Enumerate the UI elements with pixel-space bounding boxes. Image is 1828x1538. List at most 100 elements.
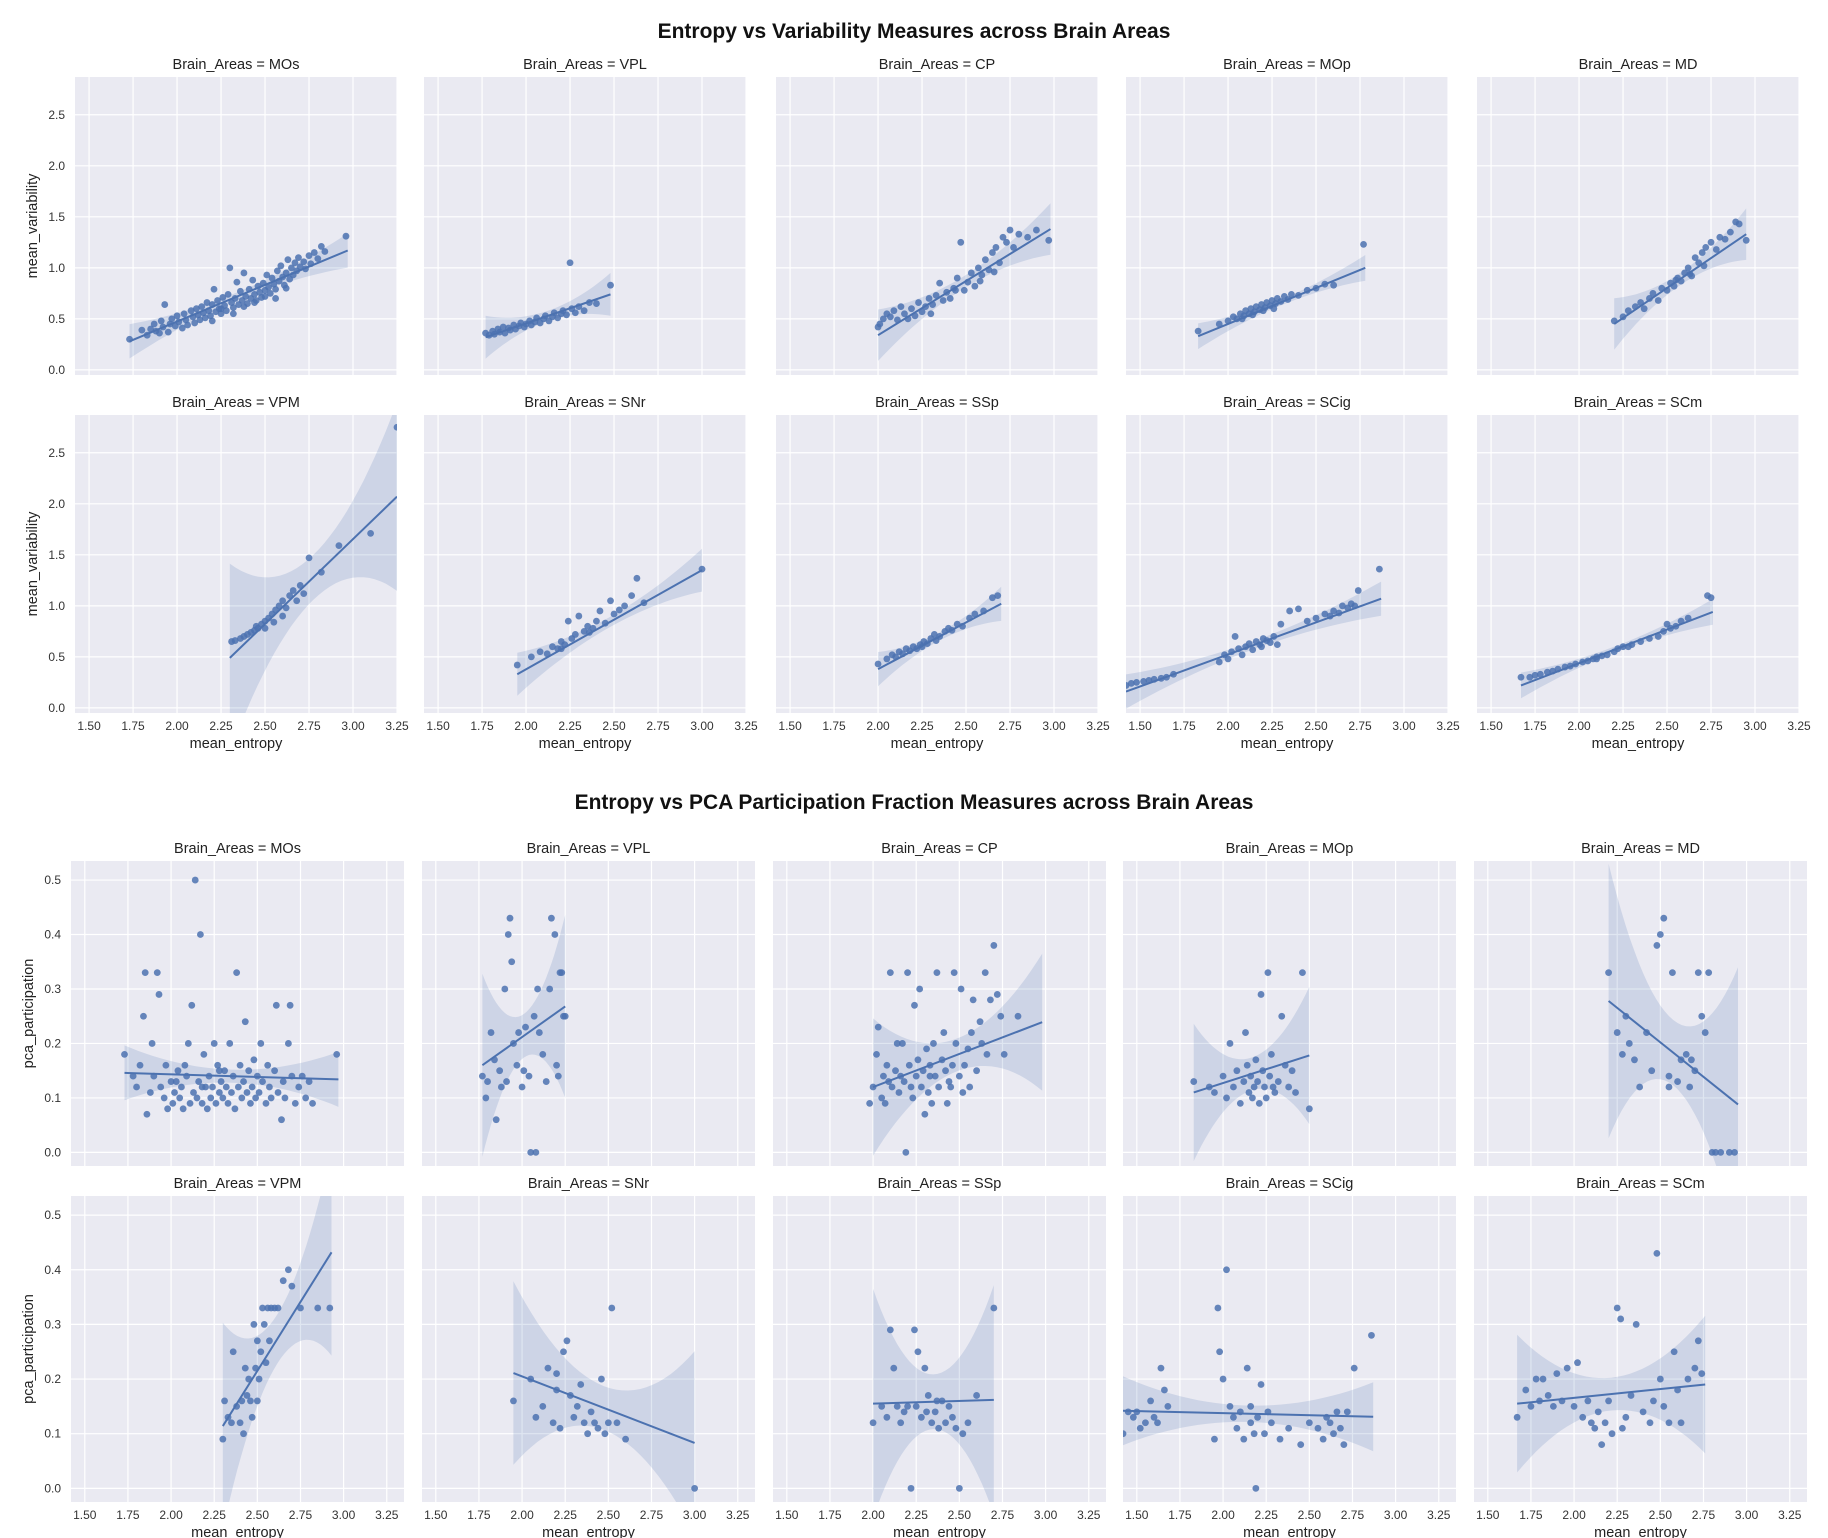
y-axis-label: mean_variability: [25, 511, 41, 617]
data-point: [121, 1050, 128, 1058]
x-tick-label: 3.00: [1735, 1508, 1759, 1522]
data-point: [1707, 238, 1715, 246]
data-point: [1598, 1441, 1606, 1449]
data-point: [178, 324, 186, 332]
data-point: [928, 1419, 936, 1427]
data-point: [1247, 1402, 1255, 1410]
data-point: [248, 1413, 256, 1421]
x-tick-label: 3.25: [1086, 719, 1110, 733]
data-point: [520, 1067, 528, 1075]
x-tick-label: 2.25: [1611, 719, 1635, 733]
panel-marks: [874, 586, 1002, 687]
panel-title: Brain_Areas = SCm: [1574, 395, 1703, 411]
plot-background: [71, 861, 404, 1166]
plot-background: [1123, 861, 1456, 1166]
data-point: [931, 1408, 939, 1416]
x-tick-label: 2.25: [554, 1508, 578, 1522]
data-point: [310, 249, 318, 256]
data-point: [1319, 1435, 1327, 1443]
data-point: [1226, 1040, 1234, 1047]
data-point: [1591, 1424, 1599, 1432]
facet-panel: Brain_Areas = MD: [1477, 57, 1800, 375]
data-point: [542, 1078, 550, 1085]
data-point: [197, 931, 204, 938]
facet-panel: Brain_Areas = VPM 0.0 0.5 1.0 1.5 2.0 2.5 mean_…: [25, 395, 409, 752]
panel-title: Brain_Areas = VPM: [172, 395, 300, 411]
data-point: [935, 1424, 943, 1432]
plot-background: [1474, 1196, 1807, 1502]
data-point: [1368, 1331, 1375, 1339]
x-tick-label: 1.75: [467, 1508, 491, 1522]
data-point: [1242, 1029, 1249, 1036]
panel-marks: [1123, 1266, 1375, 1492]
data-point: [266, 1337, 273, 1345]
data-point: [153, 969, 161, 977]
x-axis-label: mean_entropy: [190, 736, 283, 752]
data-point: [267, 1094, 275, 1102]
panel-marks: [1605, 863, 1739, 1166]
data-point: [561, 1012, 569, 1020]
data-point: [1314, 1424, 1322, 1432]
data-point: [1224, 655, 1232, 663]
data-point: [907, 1083, 915, 1091]
data-point: [1670, 1348, 1678, 1356]
data-point: [983, 1050, 991, 1058]
data-point: [613, 1419, 621, 1427]
data-point: [549, 1419, 557, 1427]
x-tick-label: 1.50: [778, 719, 802, 733]
x-tick-label: 2.50: [1649, 1508, 1673, 1522]
plot-background: [422, 1196, 755, 1502]
data-point: [1570, 1402, 1578, 1410]
data-point: [1622, 1413, 1630, 1421]
data-point: [992, 244, 1000, 251]
data-point: [1295, 605, 1302, 613]
data-point: [1531, 671, 1539, 679]
data-point: [1517, 673, 1525, 681]
x-tick-label: 1.50: [424, 1508, 448, 1522]
data-point: [208, 317, 216, 325]
data-point: [1219, 1072, 1227, 1080]
data-point: [157, 1083, 165, 1091]
data-point: [993, 991, 1001, 998]
data-point: [1010, 244, 1017, 251]
data-point: [150, 320, 158, 328]
data-point: [1261, 1430, 1268, 1438]
x-tick-label: 1.75: [822, 719, 846, 733]
data-point: [1271, 1089, 1279, 1096]
data-point: [262, 1099, 270, 1107]
x-tick-label: 2.75: [640, 1508, 664, 1522]
data-point: [976, 1018, 984, 1026]
y-tick-label: 0.0: [48, 701, 65, 715]
x-tick-label: 1.75: [818, 1508, 842, 1522]
panel-title: Brain_Areas = SSp: [875, 395, 999, 411]
data-point: [1694, 969, 1702, 977]
data-point: [1262, 1094, 1270, 1102]
data-point: [901, 310, 908, 318]
data-point: [289, 587, 297, 594]
data-point: [217, 310, 225, 318]
data-point: [1142, 1419, 1149, 1427]
x-tick-label: 1.75: [116, 1508, 140, 1522]
x-tick-label: 2.50: [1655, 719, 1679, 733]
data-point: [228, 1419, 235, 1427]
data-point: [513, 661, 521, 669]
data-point: [503, 1078, 510, 1085]
data-point: [281, 1094, 289, 1102]
data-point: [226, 264, 234, 272]
data-point: [184, 1040, 192, 1047]
data-point: [263, 271, 271, 279]
data-point: [584, 1430, 592, 1438]
data-point: [990, 268, 998, 276]
data-point: [554, 1072, 562, 1080]
data-point: [272, 295, 279, 302]
data-point: [1233, 1424, 1241, 1432]
y-tick-label: 0.0: [48, 363, 65, 377]
facet-panel: Brain_Areas = SNr 1.50 1.75 2.00 2.25 2.50 2.7…: [422, 1176, 755, 1538]
data-point: [214, 297, 221, 304]
data-point: [266, 289, 274, 297]
data-point: [240, 303, 248, 311]
data-point: [1214, 1304, 1222, 1312]
data-point: [1653, 942, 1661, 949]
data-point: [924, 1089, 932, 1096]
data-point: [1000, 1050, 1008, 1058]
